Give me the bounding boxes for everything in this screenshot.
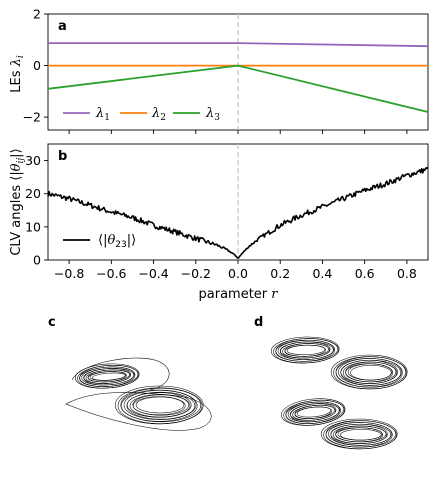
ytick-label: 20	[25, 186, 41, 201]
attractor-loop	[296, 406, 332, 418]
ytick-label: 0	[33, 253, 41, 268]
panel-a-legend: λ1 λ2 λ3	[63, 106, 220, 123]
attractor-loop	[335, 425, 387, 443]
ytick-label: 2	[33, 7, 41, 22]
panel-b-xlabel: parameter r	[199, 287, 279, 302]
legend-label-lambda2: λ2	[151, 106, 166, 123]
xtick-label: −0.8	[54, 266, 84, 281]
panel-d-attractor: d	[254, 315, 408, 450]
series-line-1	[47, 166, 429, 260]
ytick-label: 0	[33, 58, 41, 73]
series-line-1	[48, 42, 429, 48]
attractor-loop	[123, 390, 197, 420]
attractor-loop	[120, 387, 202, 423]
panel-c-label: c	[48, 315, 56, 330]
ytick-label: 30	[25, 153, 41, 168]
xtick-label: 0.2	[270, 266, 290, 281]
attractor-loop	[350, 365, 392, 381]
attractor-loop	[126, 392, 192, 418]
attractor-loop	[117, 387, 203, 424]
panel-a-label: a	[58, 19, 67, 34]
xtick-label: −0.6	[96, 266, 126, 281]
xtick-label: 0.8	[397, 266, 417, 281]
attractor-loop	[92, 372, 126, 381]
attractor-loop	[340, 429, 382, 441]
ytick-label: −2	[23, 110, 41, 125]
legend-label-lambda3: λ3	[205, 106, 220, 123]
panel-a-ylabel: LEs λi	[9, 55, 26, 93]
xtick-label: −0.2	[181, 266, 211, 281]
panel-d-label: d	[254, 315, 263, 330]
attractor-loop	[335, 356, 406, 388]
legend-label-theta23: ⟨|θ23|⟩	[98, 233, 136, 250]
xtick-label: 0.6	[355, 266, 375, 281]
panel-c-attractor: c	[48, 315, 212, 431]
attractor-loop	[126, 391, 196, 420]
xtick-label: 0.0	[228, 266, 248, 281]
panel-a: −2 0 2 a LEs λi λ1 λ2 λ3	[9, 7, 429, 134]
attractor-loop	[71, 357, 170, 391]
attractor-loop	[114, 385, 204, 425]
attractor-loop	[132, 394, 190, 416]
attractor-loop	[120, 389, 198, 422]
ytick-label: 10	[25, 219, 41, 234]
series-line-3	[47, 64, 429, 113]
attractor-loop	[65, 392, 212, 431]
panel-b-label: b	[58, 149, 67, 164]
panel-b-ylabel: CLV angles ⟨|θij|⟩	[9, 148, 26, 255]
attractor-loop	[345, 361, 397, 383]
attractor-loop	[132, 396, 186, 416]
panel-b-legend: ⟨|θ23|⟩	[63, 233, 136, 250]
attractor-loop	[286, 344, 326, 356]
xtick-label: −0.4	[138, 266, 168, 281]
xtick-label: 0.4	[312, 266, 332, 281]
attractor-loop	[135, 396, 185, 414]
legend-label-lambda1: λ1	[95, 106, 110, 123]
